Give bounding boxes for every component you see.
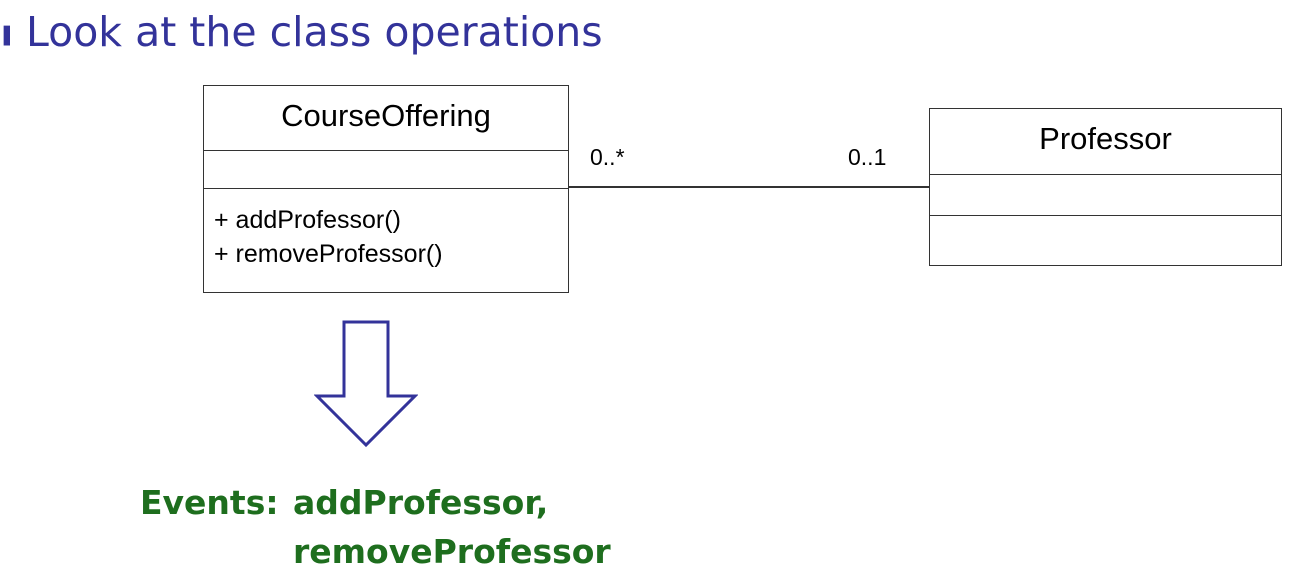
multiplicity-professor: 0..1 (848, 144, 887, 170)
operations-compartment: + addProfessor() + removeProfessor() (204, 188, 568, 271)
class-professor: Professor (929, 108, 1282, 266)
slide-heading: Look at the class operations (26, 8, 603, 56)
class-name: Professor (1039, 121, 1172, 156)
operations-compartment (930, 215, 1281, 216)
association-line (568, 186, 930, 188)
attributes-compartment (204, 150, 568, 188)
down-arrow-icon (314, 320, 418, 448)
class-name: CourseOffering (281, 98, 491, 133)
class-name-compartment: Professor (930, 109, 1281, 174)
events-label: Events: (140, 483, 279, 522)
multiplicity-course-offering: 0..* (590, 144, 625, 170)
attributes-compartment (930, 174, 1281, 215)
operation-remove-professor: + removeProfessor() (214, 240, 443, 268)
event-add-professor: addProfessor, (293, 483, 549, 522)
bullet-marker: ▪ (0, 10, 10, 56)
event-remove-professor: removeProfessor (293, 532, 611, 571)
operation-add-professor: + addProfessor() (214, 206, 401, 234)
class-course-offering: CourseOffering + addProfessor() + remove… (203, 85, 569, 293)
class-name-compartment: CourseOffering (204, 86, 568, 150)
